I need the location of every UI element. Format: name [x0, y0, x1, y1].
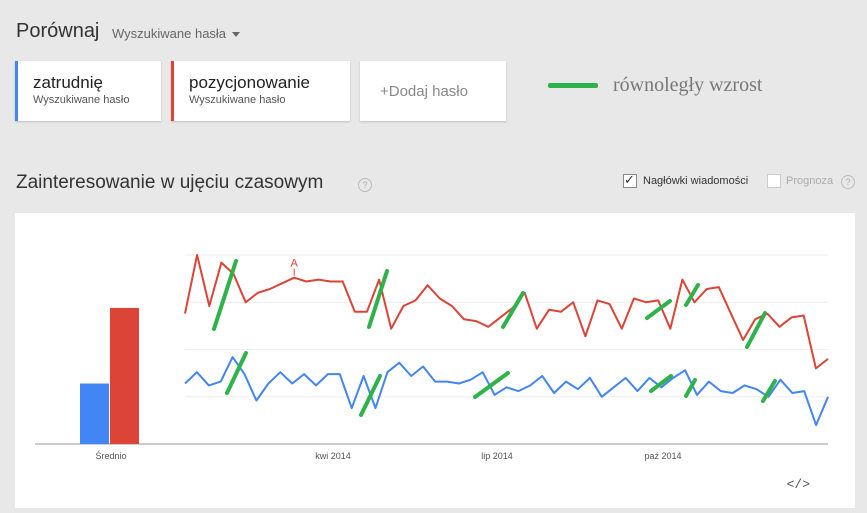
highlight-stroke — [359, 374, 382, 417]
page-title: Porównaj — [16, 20, 100, 42]
term-color-indicator — [15, 61, 18, 121]
highlight-stroke — [212, 259, 238, 331]
chart-panel: Średnio kwi 2014 lip 2014 paź 2014 A </> — [15, 213, 855, 508]
forecast-checkbox[interactable] — [767, 174, 781, 188]
average-bar-pozycjonowanie — [110, 307, 139, 444]
series-line-pozycjonowanie — [184, 254, 829, 370]
highlight-stroke — [761, 379, 777, 403]
average-label: Średnio — [95, 450, 126, 461]
term-kind: Wyszukiwane hasło — [189, 94, 286, 106]
term-card-pozycjonowanie[interactable]: pozycjonowanie Wyszukiwane hasło — [171, 61, 350, 121]
section-title: Zainteresowanie w ujęciu czasowym — [16, 172, 324, 193]
term-card-zatrudnie[interactable]: zatrudnię Wyszukiwane hasło — [15, 61, 161, 121]
search-type-label: Wyszukiwane hasła — [112, 26, 227, 41]
add-term-button[interactable]: +Dodaj hasło — [360, 61, 506, 121]
search-type-dropdown[interactable]: Wyszukiwane hasła — [112, 26, 241, 41]
caret-down-icon — [232, 32, 241, 38]
headlines-label: Nagłówki wiadomości — [643, 175, 749, 187]
news-annotation-marker[interactable]: A — [291, 258, 299, 270]
legend-line-swatch — [548, 83, 598, 88]
trend-chart: Średnio kwi 2014 lip 2014 paź 2014 A — [35, 254, 829, 461]
x-tick-label: paź 2014 — [644, 451, 681, 461]
trend-lines — [184, 254, 829, 427]
term-color-indicator — [171, 61, 174, 121]
series-line-zatrudnie — [184, 356, 829, 427]
highlight-stroke — [684, 378, 697, 398]
average-bar-zatrudnie — [80, 383, 109, 444]
x-tick-label: kwi 2014 — [315, 451, 351, 461]
term-kind: Wyszukiwane hasło — [33, 94, 130, 106]
headlines-checkbox[interactable] — [623, 172, 637, 188]
embed-code-icon[interactable]: </> — [786, 477, 810, 492]
forecast-label: Prognoza — [786, 175, 834, 187]
help-icon[interactable]: ? — [841, 175, 855, 189]
highlight-stroke — [473, 371, 510, 399]
highlight-stroke — [225, 351, 248, 395]
add-term-label: +Dodaj hasło — [380, 83, 468, 100]
highlight-stroke — [745, 311, 767, 349]
term-name: zatrudnię — [33, 73, 103, 92]
highlight-stroke — [684, 283, 700, 307]
chart-gridlines — [35, 254, 828, 445]
x-tick-label: lip 2014 — [481, 451, 513, 461]
highlight-stroke — [501, 291, 525, 329]
term-name: pozycjonowanie — [189, 73, 310, 92]
legend-label: równoległy wzrost — [613, 74, 763, 96]
highlight-stroke — [645, 299, 672, 320]
highlight-stroke — [367, 269, 389, 329]
parallel-growth-highlights — [212, 259, 777, 417]
average-bars — [80, 307, 139, 444]
help-icon[interactable]: ? — [358, 178, 372, 192]
highlight-stroke — [649, 374, 673, 393]
